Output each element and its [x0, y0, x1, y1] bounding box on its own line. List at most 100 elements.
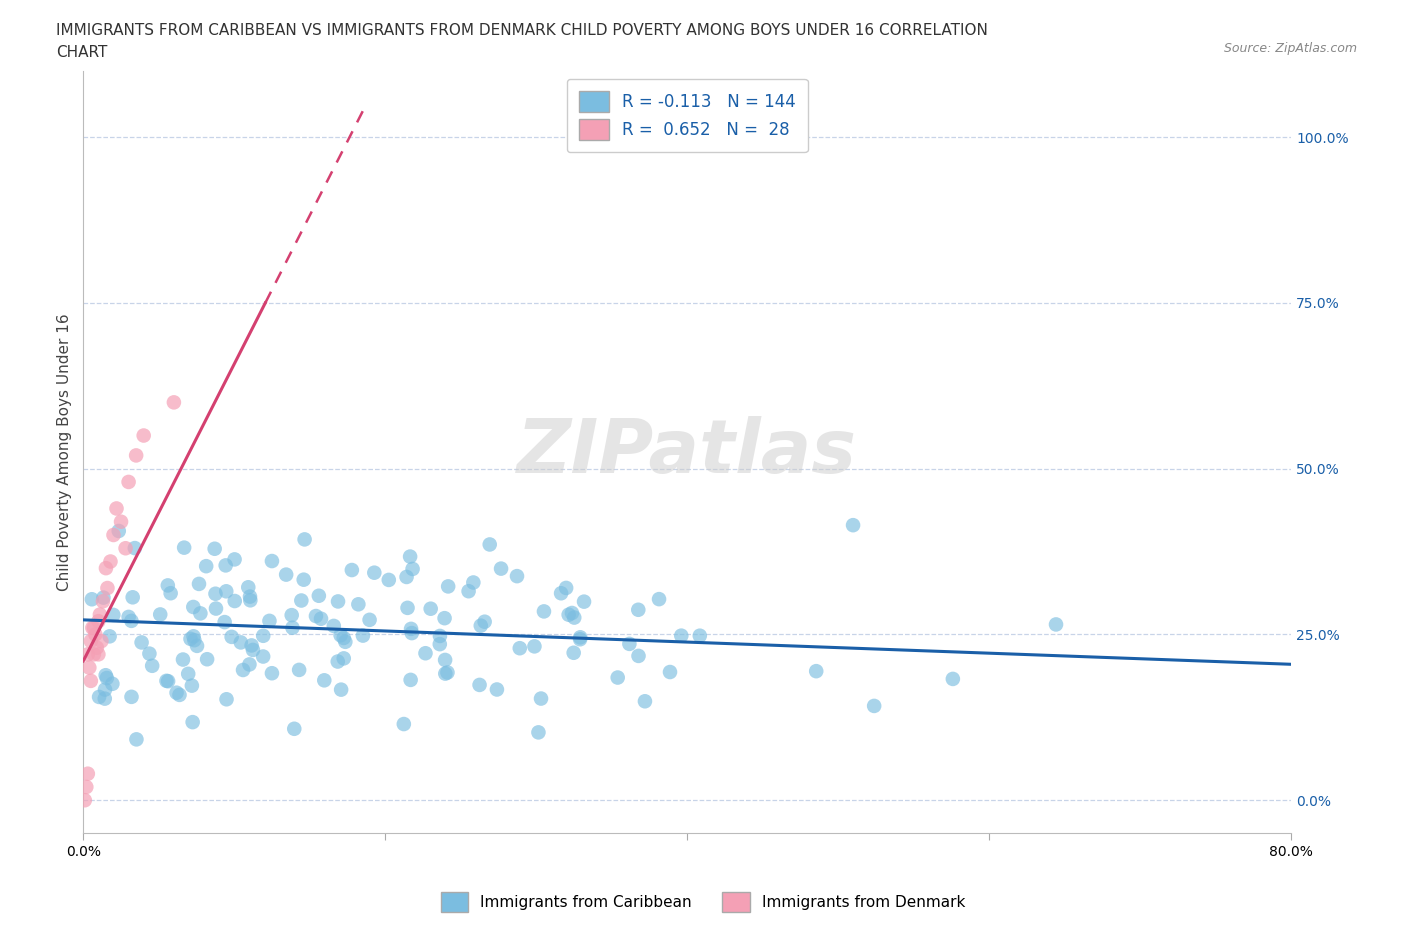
Point — [842, 518, 865, 533]
Point — [117, 474, 139, 489]
Point — [606, 671, 628, 685]
Point — [533, 604, 555, 618]
Point — [76, 647, 98, 662]
Point — [942, 671, 965, 686]
Point — [242, 643, 264, 658]
Point — [401, 626, 423, 641]
Point — [190, 606, 212, 621]
Point — [96, 671, 118, 685]
Text: ZIPatlas: ZIPatlas — [517, 416, 858, 488]
Point — [105, 501, 128, 516]
Point — [80, 591, 103, 606]
Point — [90, 633, 112, 648]
Point — [87, 689, 110, 704]
Point — [121, 689, 143, 704]
Point — [305, 608, 328, 623]
Point — [172, 652, 194, 667]
Point — [550, 586, 572, 601]
Point — [120, 614, 142, 629]
Point — [290, 593, 312, 608]
Point — [221, 630, 243, 644]
Point — [468, 677, 491, 692]
Point — [276, 567, 298, 582]
Point — [330, 683, 353, 698]
Point — [186, 638, 208, 653]
Point — [555, 580, 578, 595]
Point — [363, 565, 385, 580]
Point — [283, 722, 305, 737]
Point — [557, 607, 579, 622]
Point — [100, 554, 122, 569]
Point — [392, 717, 415, 732]
Point — [169, 687, 191, 702]
Point — [179, 631, 201, 646]
Point — [107, 524, 129, 538]
Point — [326, 654, 349, 669]
Point — [103, 527, 125, 542]
Point — [463, 575, 485, 590]
Point — [627, 603, 650, 618]
Point — [314, 673, 336, 688]
Point — [561, 605, 583, 620]
Point — [238, 657, 260, 671]
Point — [181, 714, 204, 729]
Point — [125, 732, 148, 747]
Point — [173, 540, 195, 555]
Point — [399, 672, 422, 687]
Point — [87, 647, 110, 662]
Point — [806, 664, 828, 679]
Point — [478, 537, 501, 551]
Point — [562, 645, 585, 660]
Point — [141, 658, 163, 673]
Point — [94, 668, 117, 683]
Text: Source: ZipAtlas.com: Source: ZipAtlas.com — [1223, 42, 1357, 55]
Point — [114, 541, 136, 556]
Point — [75, 779, 97, 794]
Point — [429, 629, 451, 644]
Point — [509, 641, 531, 656]
Point — [79, 660, 101, 675]
Point — [281, 620, 304, 635]
Point — [83, 647, 105, 662]
Point — [87, 614, 110, 629]
Point — [569, 630, 592, 644]
Point — [523, 639, 546, 654]
Text: IMMIGRANTS FROM CARIBBEAN VS IMMIGRANTS FROM DENMARK CHILD POVERTY AMONG BOYS UN: IMMIGRANTS FROM CARIBBEAN VS IMMIGRANTS … — [56, 23, 988, 38]
Point — [1045, 617, 1067, 631]
Point — [562, 610, 585, 625]
Point — [434, 666, 457, 681]
Point — [83, 620, 105, 635]
Point — [437, 579, 460, 594]
Point — [163, 395, 186, 410]
Point — [224, 551, 246, 566]
Point — [80, 673, 103, 688]
Point — [93, 591, 115, 605]
Point — [260, 553, 283, 568]
Point — [149, 607, 172, 622]
Point — [671, 629, 693, 644]
Point — [180, 678, 202, 693]
Point — [155, 673, 177, 688]
Point — [156, 578, 179, 592]
Point — [224, 593, 246, 608]
Point — [429, 637, 451, 652]
Point — [124, 540, 146, 555]
Point — [572, 594, 595, 609]
Point — [530, 691, 553, 706]
Point — [627, 648, 650, 663]
Point — [689, 629, 711, 644]
Point — [489, 561, 512, 576]
Point — [359, 612, 381, 627]
Point — [309, 611, 332, 626]
Point — [159, 586, 181, 601]
Point — [229, 635, 252, 650]
Point — [569, 631, 592, 646]
Point — [396, 601, 419, 616]
Point — [294, 532, 316, 547]
Point — [474, 615, 496, 630]
Point — [94, 561, 117, 576]
Point — [260, 666, 283, 681]
Point — [188, 577, 211, 591]
Point — [98, 629, 121, 644]
Point — [121, 590, 143, 604]
